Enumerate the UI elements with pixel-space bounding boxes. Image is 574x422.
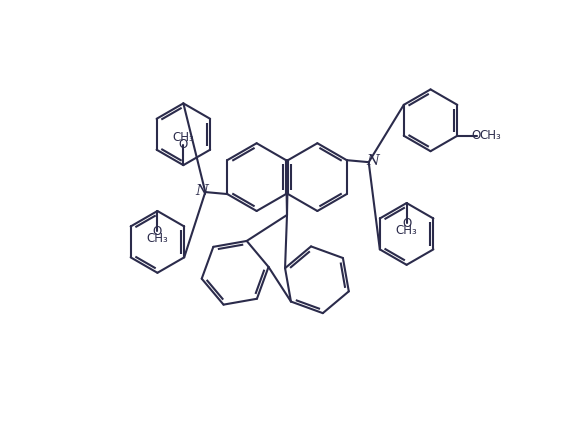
Text: N: N xyxy=(366,154,379,168)
Text: CH₃: CH₃ xyxy=(172,131,194,144)
Text: N: N xyxy=(195,184,208,198)
Text: CH₃: CH₃ xyxy=(146,232,168,245)
Text: O: O xyxy=(402,217,411,230)
Text: O: O xyxy=(471,129,480,142)
Text: O: O xyxy=(179,138,188,151)
Text: CH₃: CH₃ xyxy=(395,224,417,237)
Text: CH₃: CH₃ xyxy=(479,129,501,142)
Text: O: O xyxy=(153,225,162,238)
